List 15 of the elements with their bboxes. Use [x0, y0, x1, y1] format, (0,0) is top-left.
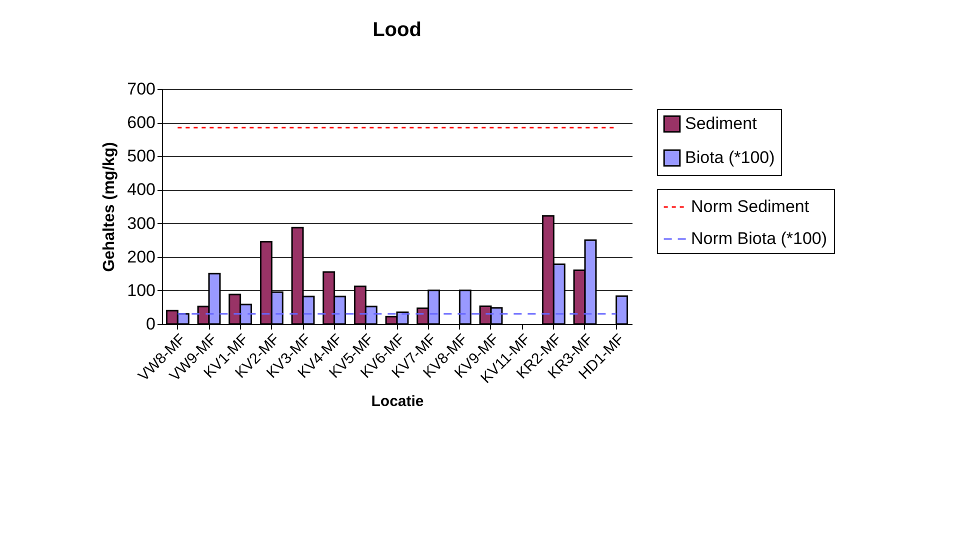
y-tick-label: 100: [127, 280, 156, 300]
legend-label: Norm Biota (*100): [691, 229, 828, 248]
y-tick-label: 300: [127, 214, 156, 233]
y-tick-label: 600: [127, 113, 156, 132]
y-tick-label: 700: [127, 80, 156, 98]
y-tick-label: 400: [127, 180, 156, 200]
y-tick-label: 500: [127, 146, 156, 166]
legend-label: Biota (*100): [685, 148, 775, 167]
x-axis-title: Locatie: [371, 393, 424, 410]
y-tick-label: 0: [146, 314, 156, 334]
y-axis-title: Gehaltes (mg/kg): [101, 142, 118, 272]
legend-label: Sediment: [685, 114, 758, 133]
legend-label: Norm Sediment: [691, 197, 810, 216]
y-tick-label: 200: [127, 247, 156, 266]
chart-title: Lood: [372, 19, 422, 41]
